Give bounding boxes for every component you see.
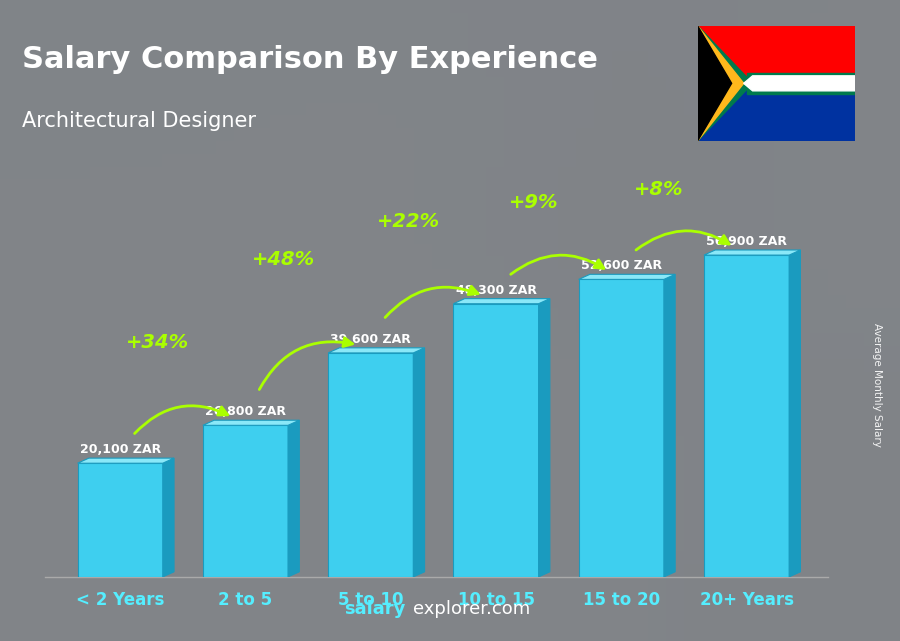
Polygon shape [579, 279, 664, 577]
Polygon shape [77, 463, 163, 577]
Polygon shape [454, 304, 538, 577]
Text: explorer.com: explorer.com [413, 600, 530, 618]
Polygon shape [789, 250, 800, 577]
Text: 20,100 ZAR: 20,100 ZAR [79, 443, 161, 456]
Polygon shape [413, 348, 425, 577]
Text: salary: salary [344, 600, 405, 618]
Polygon shape [698, 26, 732, 141]
Polygon shape [743, 83, 855, 91]
Polygon shape [163, 458, 174, 577]
Polygon shape [698, 26, 752, 141]
Text: Architectural Designer: Architectural Designer [22, 112, 256, 131]
Bar [747, 73, 855, 94]
Text: +34%: +34% [126, 333, 189, 353]
Bar [698, 26, 855, 83]
Polygon shape [538, 299, 550, 577]
Text: 26,800 ZAR: 26,800 ZAR [205, 405, 286, 419]
Text: +48%: +48% [251, 249, 315, 269]
Polygon shape [704, 255, 789, 577]
Text: 48,300 ZAR: 48,300 ZAR [455, 284, 536, 297]
Polygon shape [202, 420, 300, 426]
Polygon shape [704, 250, 800, 255]
Text: 52,600 ZAR: 52,600 ZAR [580, 260, 662, 272]
Text: +8%: +8% [634, 180, 684, 199]
Polygon shape [288, 420, 300, 577]
Text: 39,600 ZAR: 39,600 ZAR [330, 333, 411, 346]
Polygon shape [328, 353, 413, 577]
Polygon shape [77, 458, 174, 463]
Polygon shape [454, 299, 550, 304]
Polygon shape [743, 76, 855, 83]
Polygon shape [698, 26, 743, 141]
Text: 56,900 ZAR: 56,900 ZAR [706, 235, 788, 248]
Polygon shape [202, 426, 288, 577]
Polygon shape [579, 274, 675, 279]
Polygon shape [664, 274, 675, 577]
Polygon shape [328, 348, 425, 353]
Bar [698, 83, 855, 141]
Text: Salary Comparison By Experience: Salary Comparison By Experience [22, 45, 598, 74]
Text: Average Monthly Salary: Average Monthly Salary [872, 322, 883, 447]
Text: +22%: +22% [377, 212, 440, 231]
Text: +9%: +9% [508, 193, 558, 212]
